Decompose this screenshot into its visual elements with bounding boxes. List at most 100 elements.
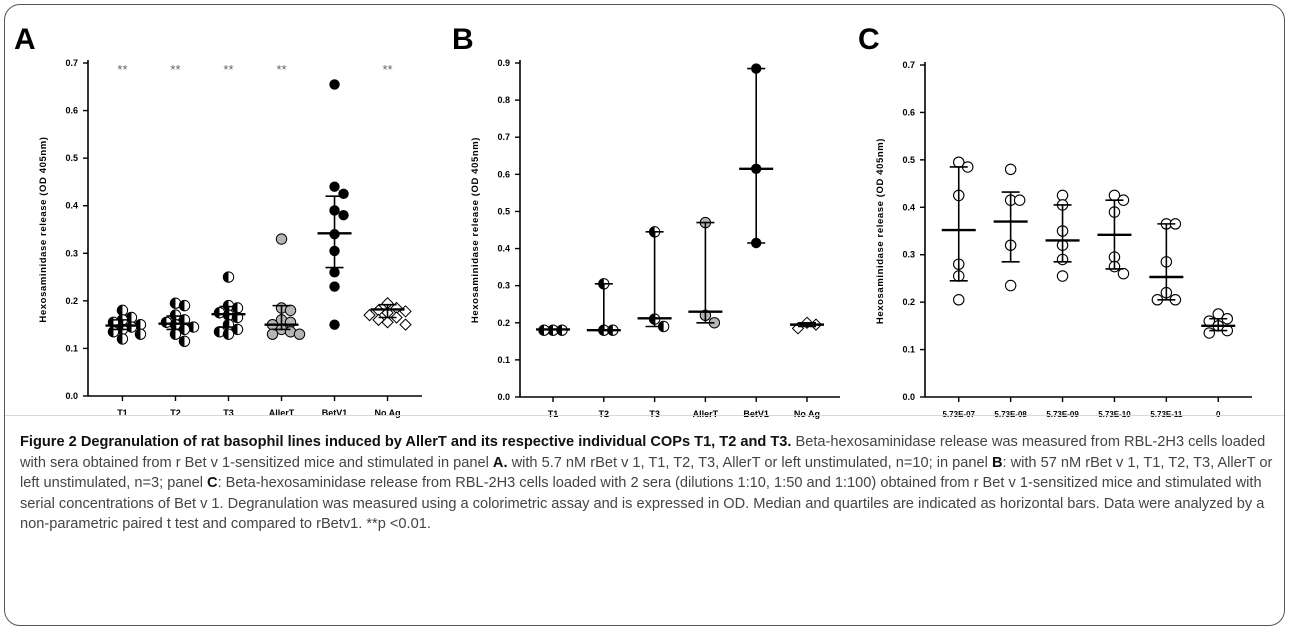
y-tick-label: 0.3	[497, 281, 510, 291]
y-tick-label: 0.5	[65, 153, 78, 163]
y-tick-label: 0.4	[65, 201, 78, 211]
data-point-fill	[117, 333, 123, 345]
data-point	[1056, 189, 1069, 202]
y-tick-label: 0.1	[65, 343, 78, 353]
data-point-fill	[170, 328, 176, 340]
x-tick-label: BetV1	[322, 408, 348, 418]
data-point	[116, 333, 129, 345]
data-point	[266, 328, 279, 340]
y-tick-label: 0.6	[902, 107, 915, 117]
data-point-fill	[179, 336, 185, 347]
y-tick-label: 0.1	[497, 355, 510, 365]
y-tick-label: 0.2	[902, 297, 915, 307]
x-tick-label: T2	[170, 408, 181, 418]
x-tick-label: 5.73E-09	[1046, 410, 1079, 419]
data-point-fill	[108, 326, 114, 337]
y-tick-label: 0.7	[65, 58, 78, 68]
y-tick-label: 0.4	[497, 244, 510, 254]
y-axis-label: Hexosaminidase release (OD 405nm)	[470, 137, 481, 323]
y-axis-label: Hexosaminidase release (OD 405nm)	[875, 138, 886, 324]
x-tick-label: AllerT	[693, 409, 719, 419]
significance-label: **	[276, 62, 286, 77]
caption-text-4: : Beta-hexosaminidase release from RBL-2…	[20, 475, 1265, 532]
chart-panel-c: C 0.0 0.1 0.2 0.3 0.4 0.5 0.6 0.7 Hexosaminidase …	[858, 23, 1252, 419]
data-point	[107, 326, 120, 338]
data-point	[275, 233, 288, 245]
data-point	[329, 181, 340, 192]
data-point-fill	[170, 298, 176, 309]
y-tick-label: 0.1	[902, 345, 915, 355]
data-point	[329, 281, 340, 292]
significance-label: **	[117, 62, 127, 77]
data-point	[363, 308, 376, 322]
y-tick-label: 0.7	[902, 60, 915, 70]
x-tick-label: No Ag	[374, 408, 400, 418]
data-point-fill	[223, 328, 229, 340]
data-point	[1013, 194, 1026, 206]
panel-ref-c: C	[207, 475, 218, 491]
significance-label: **	[382, 62, 392, 77]
data-point-fill	[223, 271, 229, 283]
data-point	[178, 299, 191, 312]
panel-ref-a: A.	[492, 454, 508, 471]
chart-panel-b: B 0.0 0.1 0.2 0.3 0.4 0.5 0.6 0.7 0.8 0.9 Hexosamin…	[452, 23, 840, 419]
caption-text-1: Beta-hexosaminidase release was measured…	[20, 434, 1266, 471]
significance-label: **	[170, 62, 180, 77]
figure-caption: Figure 2 Degranulation of rat basophil l…	[20, 432, 1275, 535]
x-tick-label: AllerT	[269, 408, 295, 418]
x-tick-label: BetV1	[743, 409, 769, 419]
x-tick-label: 5.73E-11	[1150, 410, 1183, 419]
data-point	[1056, 270, 1069, 282]
data-point-fill	[135, 328, 141, 340]
figure-title: Figure 2 Degranulation of rat basophil l…	[20, 434, 792, 450]
data-point	[1203, 327, 1216, 339]
data-point	[222, 271, 235, 283]
data-point	[293, 328, 306, 340]
data-point	[399, 318, 412, 331]
data-point	[329, 319, 340, 330]
y-tick-label: 0.6	[497, 169, 510, 179]
y-tick-label: 0.4	[902, 202, 915, 212]
chart-panel-a: A 0.0 0.1 0.2 0.3 0.4 0.5 0.6 0.7 Hexosaminidase …	[14, 23, 422, 418]
data-point-fill	[232, 302, 238, 314]
data-point	[1004, 163, 1017, 176]
x-tick-label: No Ag	[794, 409, 820, 419]
panel-ref-b: B	[991, 454, 1003, 471]
data-point-fill	[223, 300, 229, 311]
x-tick-label: 0	[1216, 410, 1221, 419]
x-tick-label: 5.73E-10	[1098, 410, 1131, 419]
data-point-fill	[170, 309, 176, 321]
y-tick-label: 0.3	[902, 250, 915, 260]
data-point	[1004, 279, 1017, 292]
y-axis-label: Hexosaminidase release (OD 405nm)	[38, 136, 49, 322]
data-point	[134, 328, 147, 340]
data-point	[329, 79, 340, 90]
figure-plots: A 0.0 0.1 0.2 0.3 0.4 0.5 0.6 0.7 Hexosaminidase …	[14, 23, 1252, 419]
x-tick-label: T3	[649, 409, 660, 419]
data-point	[222, 328, 235, 340]
panel-letter: A	[14, 23, 36, 56]
data-point-fill	[117, 305, 123, 316]
panel-letter: B	[452, 23, 474, 56]
caption-text-3: : with 57 nM rBet v 1, T1, T2, T3, Aller…	[20, 454, 1273, 492]
y-tick-label: 0.2	[497, 318, 510, 328]
data-point	[116, 304, 129, 317]
data-point	[381, 316, 394, 329]
y-tick-label: 0.0	[497, 392, 510, 402]
y-tick-label: 0.9	[497, 58, 510, 68]
significance-label: **	[223, 62, 233, 77]
x-tick-label: T2	[599, 409, 610, 419]
caption-text-2: with 5.7 nM rBet v 1, T1, T2, T3, AllerT…	[507, 454, 992, 471]
y-tick-label: 0.3	[65, 248, 78, 258]
data-point-fill	[214, 326, 220, 337]
y-tick-label: 0.0	[65, 391, 78, 401]
x-tick-label: T3	[223, 408, 234, 418]
x-tick-label: T1	[548, 409, 559, 419]
y-tick-label: 0.7	[497, 132, 510, 142]
panel-letter: C	[858, 23, 880, 56]
x-tick-label: 5.73E-07	[943, 410, 976, 419]
data-point-fill	[179, 300, 185, 311]
y-tick-label: 0.0	[902, 392, 915, 402]
y-tick-label: 0.8	[497, 95, 510, 105]
data-point	[952, 294, 965, 306]
